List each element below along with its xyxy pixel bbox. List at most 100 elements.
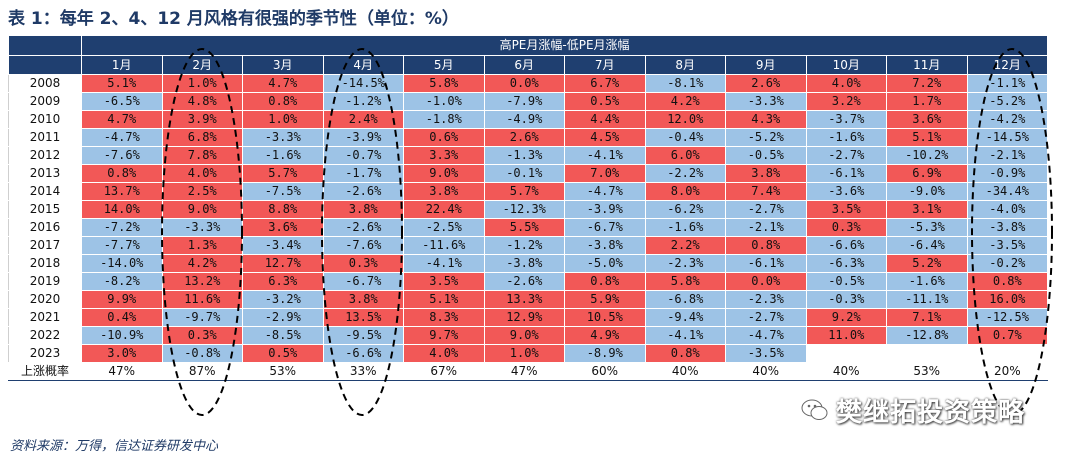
value-cell: -2.6% — [322, 182, 404, 201]
value-cell: 9.7% — [403, 326, 485, 345]
value-cell: -4.1% — [403, 254, 485, 273]
probability-cell: 20% — [966, 362, 1049, 381]
year-cell: 2015 — [8, 200, 82, 219]
value-cell: -4.7% — [564, 182, 646, 201]
probability-cell: 47% — [483, 362, 565, 381]
value-cell: 3.8% — [322, 200, 404, 219]
value-cell: -3.8% — [483, 254, 565, 273]
probability-cell: 40% — [725, 362, 807, 381]
probability-cell: 53% — [886, 362, 968, 381]
value-cell: 0.0% — [483, 74, 565, 93]
month-header-corner — [8, 55, 82, 75]
month-header: 2月 — [161, 55, 243, 75]
table-row: 2011 -4.7% 6.8% -3.3% -3.9% 0.6% 2.6% 4.5% -0.4%… — [8, 128, 1049, 147]
value-cell: -4.7% — [81, 128, 163, 147]
value-cell: -0.5% — [725, 146, 807, 165]
value-cell: -6.2% — [644, 200, 726, 219]
value-cell: 3.6% — [886, 110, 968, 129]
value-cell: -1.3% — [483, 146, 565, 165]
value-cell: 9.9% — [81, 290, 163, 309]
month-header: 6月 — [483, 55, 565, 75]
value-cell: -6.6% — [805, 236, 887, 255]
value-cell: -4.9% — [483, 110, 565, 129]
value-cell: 0.8% — [644, 344, 726, 363]
month-header: 8月 — [644, 55, 726, 75]
value-cell: -1.2% — [483, 236, 565, 255]
header-corner — [8, 35, 82, 56]
value-cell: 5.9% — [564, 290, 646, 309]
value-cell: -1.6% — [805, 128, 887, 147]
table-row: 2017 -7.7% 1.3% -3.4% -7.6% -11.6% -1.2% -3.8% 2… — [8, 236, 1049, 255]
value-cell: -3.5% — [966, 236, 1049, 255]
value-cell: -6.1% — [805, 164, 887, 183]
value-cell: 0.3% — [805, 218, 887, 237]
table-header: 高PE月涨幅-低PE月涨幅 — [80, 35, 1049, 56]
value-cell: -5.2% — [725, 128, 807, 147]
value-cell: 0.8% — [725, 236, 807, 255]
probability-cell: 40% — [644, 362, 726, 381]
value-cell: 4.8% — [161, 92, 243, 111]
year-cell: 2008 — [8, 74, 82, 93]
value-cell: -0.9% — [966, 164, 1049, 183]
year-cell: 2016 — [8, 218, 82, 237]
table-row: 2021 0.4% -9.7% -2.9% 13.5% 8.3% 12.9% 10.5% -9.… — [8, 308, 1049, 327]
value-cell: 11.0% — [805, 326, 887, 345]
value-cell: -0.4% — [644, 128, 726, 147]
value-cell: 7.0% — [564, 164, 646, 183]
value-cell: -2.6% — [322, 218, 404, 237]
value-cell: -3.3% — [161, 218, 243, 237]
value-cell: 9.0% — [483, 326, 565, 345]
year-cell: 2023 — [8, 344, 82, 363]
probability-cell: 40% — [805, 362, 887, 381]
table-row: 2014 13.7% 2.5% -7.5% -2.6% 3.8% 5.7% -4.7% 8.0%… — [8, 182, 1049, 201]
value-cell: 0.5% — [564, 92, 646, 111]
probability-cell: 53% — [242, 362, 324, 381]
value-cell: 0.4% — [81, 308, 163, 327]
value-cell: -2.1% — [725, 218, 807, 237]
value-cell: 5.1% — [81, 74, 163, 93]
value-cell: 5.8% — [403, 74, 485, 93]
value-cell: -2.6% — [483, 272, 565, 291]
year-cell: 2011 — [8, 128, 82, 147]
value-cell: -10.2% — [886, 146, 968, 165]
value-cell: -3.7% — [805, 110, 887, 129]
seasonality-table-wrap: 高PE月涨幅-低PE月涨幅 1月 2月 3月 4月 5月 6月 7月 8月 9月 10月 11月 12… — [8, 35, 1049, 381]
value-cell: 4.7% — [81, 110, 163, 129]
value-cell: -3.5% — [725, 344, 807, 363]
value-cell: 3.9% — [161, 110, 243, 129]
value-cell: -34.4% — [966, 182, 1049, 201]
table-row: 2008 5.1% 1.0% 4.7% -14.5% 5.8% 0.0% 6.7% -8.1% 2… — [8, 74, 1049, 93]
value-cell: 9.2% — [805, 308, 887, 327]
month-header: 12月 — [966, 55, 1049, 75]
value-cell: -4.1% — [564, 146, 646, 165]
value-cell: 6.0% — [644, 146, 726, 165]
value-cell: 3.8% — [322, 290, 404, 309]
value-cell: -9.7% — [161, 308, 243, 327]
value-cell: 2.4% — [322, 110, 404, 129]
value-cell: 4.2% — [161, 254, 243, 273]
table-row: 2018 -14.0% 4.2% 12.7% 0.3% -4.1% -3.8% -5.0% -2… — [8, 254, 1049, 273]
table-row: 2023 3.0% -0.8% 0.5% -6.6% 4.0% 1.0% -8.9% 0.8% -… — [8, 344, 1049, 363]
value-cell: -12.3% — [483, 200, 565, 219]
value-cell: 1.0% — [483, 344, 565, 363]
value-cell: 4.9% — [564, 326, 646, 345]
value-cell: -6.5% — [81, 92, 163, 111]
value-cell: -2.7% — [725, 200, 807, 219]
value-cell: 12.9% — [483, 308, 565, 327]
value-cell: 0.0% — [725, 272, 807, 291]
value-cell: 0.8% — [966, 272, 1049, 291]
value-cell: -3.2% — [242, 290, 324, 309]
value-cell: -0.3% — [805, 290, 887, 309]
value-cell: 2.6% — [483, 128, 565, 147]
seasonality-table: 高PE月涨幅-低PE月涨幅 1月 2月 3月 4月 5月 6月 7月 8月 9月 10月 11月 12… — [8, 35, 1049, 381]
value-cell: 3.5% — [805, 200, 887, 219]
value-cell: -3.3% — [725, 92, 807, 111]
year-cell: 2020 — [8, 290, 82, 309]
value-cell: -4.0% — [966, 200, 1049, 219]
value-cell: -6.6% — [322, 344, 404, 363]
value-cell: 4.2% — [644, 92, 726, 111]
month-header: 11月 — [886, 55, 968, 75]
probability-cell: 47% — [81, 362, 163, 381]
probability-label: 上涨概率 — [8, 362, 82, 381]
value-cell: -14.0% — [81, 254, 163, 273]
